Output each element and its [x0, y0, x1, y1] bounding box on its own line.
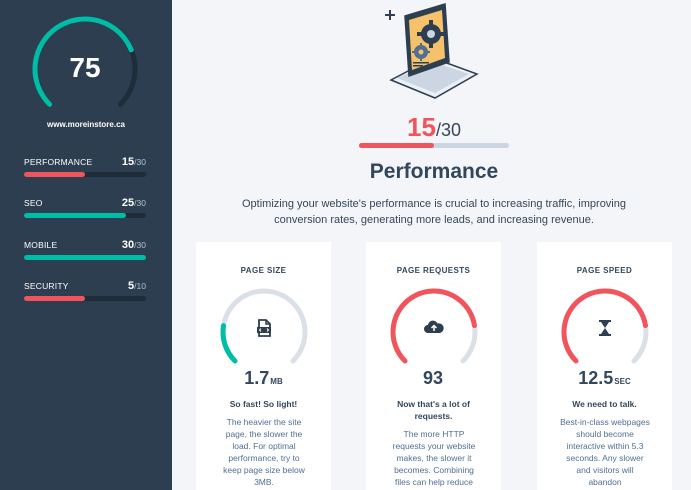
metric-progress-fill	[24, 213, 126, 218]
card-value: 93	[422, 368, 444, 388]
main-progress-fill	[359, 143, 434, 148]
metric-name: PERFORMANCE	[24, 157, 93, 167]
main-score-value: 15	[407, 112, 436, 142]
main-progress-track	[359, 143, 509, 148]
cloud-upload-icon	[424, 320, 444, 333]
metric-score: 30/30	[121, 239, 146, 251]
page-speed-gauge	[561, 288, 649, 364]
page-requests-gauge	[390, 288, 478, 364]
page-size-gauge	[220, 288, 308, 364]
overall-score: 75	[69, 52, 101, 83]
metric-score: 25/30	[121, 197, 146, 209]
metric-progress-track	[24, 172, 146, 177]
card-value: 12.5SEC	[578, 368, 631, 388]
card-page-speed: PAGE SPEED 12.5SEC We need to talk. Best…	[537, 242, 672, 490]
metric-progress-fill	[24, 172, 85, 177]
card-value: 1.7MB	[244, 368, 283, 388]
metric-name: MOBILE	[24, 240, 58, 250]
card-title: PAGE REQUESTS	[396, 266, 471, 275]
metric-progress-track	[24, 213, 146, 218]
card-page-requests: PAGE REQUESTS 93 Now that's a lot of req…	[366, 242, 501, 490]
card-title: PAGE SIZE	[240, 266, 287, 275]
metric-performance[interactable]: PERFORMANCE 15/30	[24, 156, 146, 187]
metric-seo[interactable]: SEO 25/30	[24, 197, 146, 228]
main-score: 15/30	[359, 112, 509, 143]
hourglass-icon	[599, 320, 611, 336]
metric-score: 15/30	[121, 156, 146, 168]
sidebar: 75 www.moreinstore.ca PERFORMANCE 15/30 …	[0, 0, 172, 490]
metric-score: 5/10	[128, 280, 146, 292]
metric-name: SEO	[24, 198, 43, 208]
card-body: The heavier the site page, the slower th…	[223, 417, 305, 487]
metric-progress-track	[24, 296, 146, 301]
metric-progress-fill	[24, 255, 146, 260]
card-headline: So fast! So light!	[229, 399, 298, 409]
card-title: PAGE SPEED	[576, 266, 633, 275]
page-description: Optimizing your website's performance is…	[242, 198, 626, 226]
page-title: Performance	[369, 160, 499, 183]
overall-score-ring	[32, 16, 138, 107]
metric-progress-fill	[24, 296, 85, 301]
card-headline: We need to talk.	[572, 399, 637, 409]
metric-security[interactable]: SECURITY 5/10	[24, 280, 146, 311]
main-score-max: /30	[435, 120, 461, 140]
file-icon	[257, 319, 271, 337]
metric-progress-track	[24, 255, 146, 260]
card-body: The more HTTP requests your website make…	[392, 429, 476, 487]
metric-name: SECURITY	[24, 281, 69, 291]
metric-mobile[interactable]: MOBILE 30/30	[24, 239, 146, 270]
card-headline: Now that's a lot of requests.	[397, 399, 470, 421]
card-body: Best-in-class webpages should become int…	[560, 417, 650, 487]
laptop-gears-illustration	[385, 3, 479, 99]
site-url: www.moreinstore.ca	[47, 120, 125, 129]
card-page-size: PAGE SIZE 1.7MB So fast! So light! The h…	[196, 242, 331, 490]
